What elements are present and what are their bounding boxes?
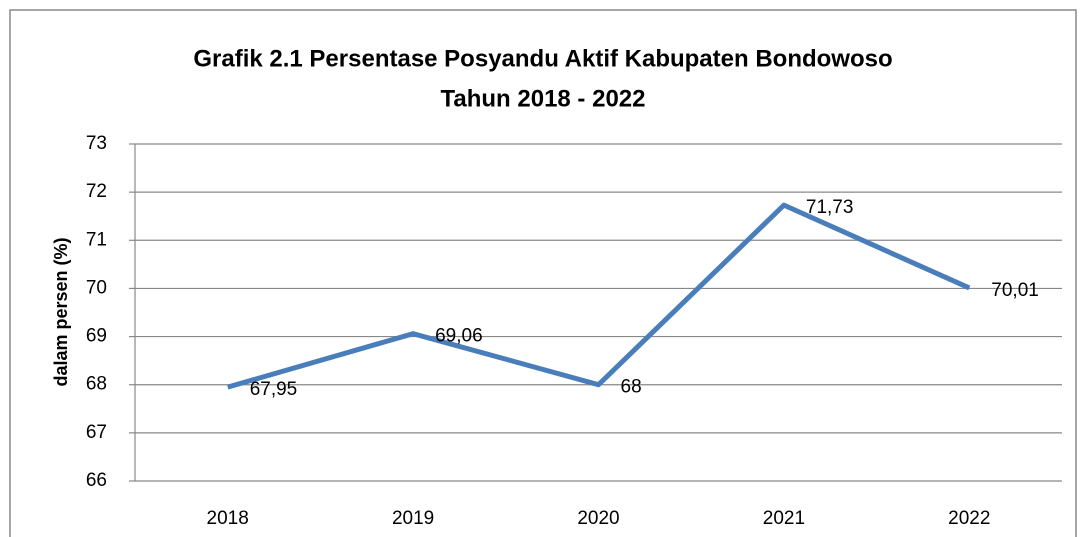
x-tick-label: 2019: [392, 508, 434, 529]
chart-title: Tahun 2018 - 2022: [441, 85, 646, 112]
chart-border: [9, 9, 1077, 537]
y-tick-label: 71: [86, 229, 107, 250]
data-label: 70,01: [991, 280, 1039, 301]
data-label: 69,06: [435, 326, 483, 347]
y-tick-label: 68: [86, 374, 107, 395]
x-tick-label: 2021: [763, 508, 805, 529]
y-tick-label: 73: [86, 133, 107, 154]
data-label: 68: [621, 377, 642, 398]
y-tick-label: 69: [86, 326, 107, 347]
data-line: [227, 202, 971, 390]
y-tick-label: 70: [86, 277, 107, 298]
data-label: 71,73: [806, 197, 854, 218]
y-tick-label: 72: [86, 181, 107, 202]
chart-title: Grafik 2.1 Persentase Posyandu Aktif Kab…: [193, 45, 892, 72]
y-tick-label: 66: [86, 470, 107, 491]
x-tick-label: 2022: [948, 508, 990, 529]
x-tick-label: 2020: [577, 508, 619, 529]
y-tick-label: 67: [86, 422, 107, 443]
data-label: 67,95: [250, 379, 298, 400]
x-tick-label: 2018: [207, 508, 249, 529]
y-axis-label: dalam persen (%): [51, 237, 71, 386]
